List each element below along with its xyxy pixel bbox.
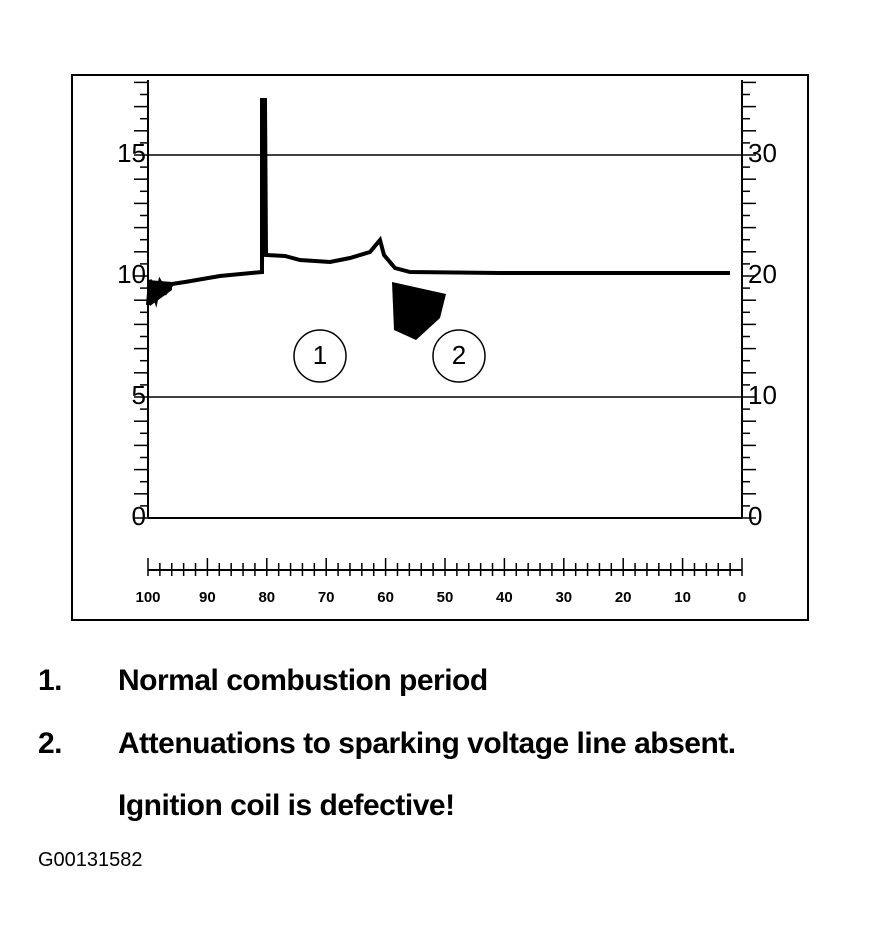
- x-axis-label: 90: [199, 589, 216, 606]
- callout-circle: [293, 329, 347, 383]
- x-axis-label: 50: [437, 589, 454, 606]
- x-axis-label: 70: [318, 589, 335, 606]
- x-axis-label: 40: [496, 589, 513, 606]
- left-axis-label: 10: [117, 259, 146, 289]
- x-axis-label: 60: [377, 589, 394, 606]
- left-axis-label: 5: [132, 380, 146, 410]
- x-axis-label: 20: [615, 589, 632, 606]
- legend-number: 1.: [38, 664, 62, 697]
- waveform-burst: [148, 280, 172, 306]
- x-axis-label: 0: [738, 589, 746, 606]
- x-axis-label: 10: [674, 589, 691, 606]
- x-axis-label: 30: [555, 589, 572, 606]
- legend-text: Attenuations to sparking voltage line ab…: [118, 727, 736, 760]
- x-axis-label: 80: [258, 589, 275, 606]
- arrow: [392, 282, 446, 340]
- right-axis-label: 30: [748, 138, 777, 168]
- left-axis-label: 0: [132, 501, 146, 531]
- figure-id: G00131582: [38, 849, 143, 871]
- right-axis-label: 10: [748, 380, 777, 410]
- waveform: [146, 98, 730, 308]
- callout-circle: [432, 329, 486, 383]
- callout: 1: [313, 340, 327, 370]
- callout: 2: [452, 340, 466, 370]
- legend-text: Normal combustion period: [118, 664, 488, 697]
- left-axis-label: 15: [117, 138, 146, 168]
- legend-number: 2.: [38, 727, 62, 760]
- frame: [71, 74, 809, 621]
- right-axis-label: 20: [748, 259, 777, 289]
- x-axis-label: 100: [135, 589, 160, 606]
- right-axis-label: 0: [748, 501, 762, 531]
- legend-text: Ignition coil is defective!: [118, 789, 455, 822]
